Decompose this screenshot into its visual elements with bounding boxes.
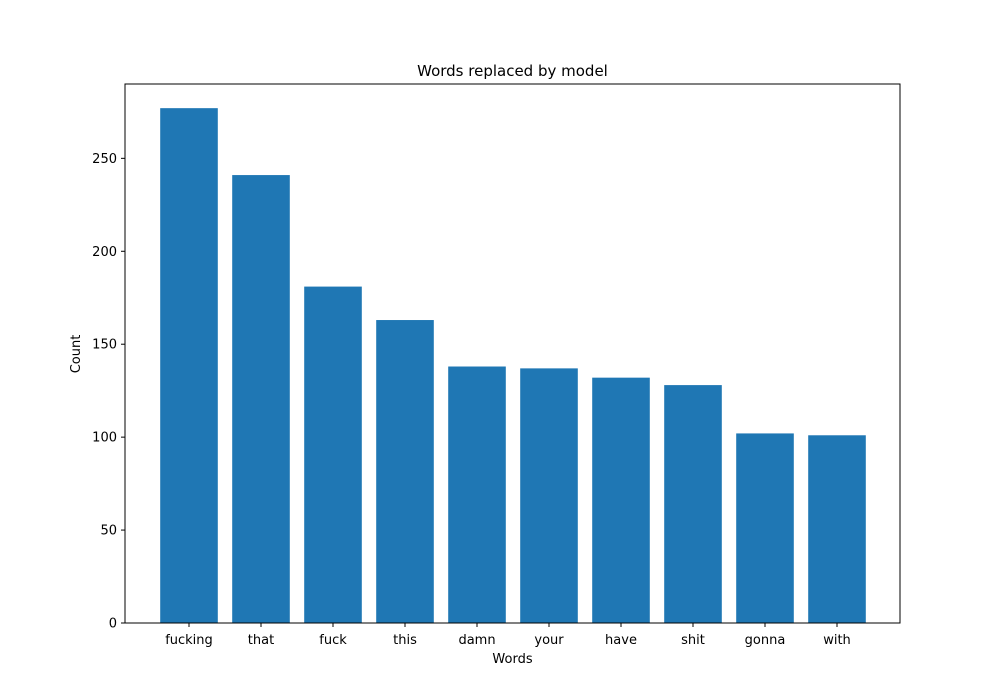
chart-title: Words replaced by model (417, 62, 608, 80)
y-tick-label: 150 (92, 338, 117, 353)
x-axis-ticks: fucking that fuck this damn your have shit gonna… (165, 623, 851, 648)
x-axis-label: Words (492, 652, 532, 667)
x-tick-label: shit (681, 633, 705, 648)
x-tick-label: damn (458, 633, 495, 648)
bar-have (592, 377, 650, 623)
x-tick-label: have (605, 633, 637, 648)
bar-gonna (736, 433, 794, 623)
x-tick-label: with (823, 633, 851, 648)
bar-this (376, 320, 434, 623)
y-tick-label: 50 (100, 524, 117, 539)
x-tick-label: fucking (165, 633, 213, 648)
y-axis-label: Count (69, 335, 84, 374)
x-tick-label: gonna (745, 633, 786, 648)
y-tick-label: 250 (92, 152, 117, 167)
y-tick-label: 100 (92, 431, 117, 446)
y-tick-label: 200 (92, 245, 117, 260)
bar-fuck (304, 286, 362, 623)
y-axis-ticks: 0 50 100 150 200 250 (92, 152, 125, 632)
x-tick-label: fuck (319, 633, 347, 648)
bar-that (232, 175, 290, 623)
y-tick-label: 0 (109, 617, 117, 632)
bar-fucking (160, 108, 218, 623)
x-tick-label: your (534, 633, 564, 648)
bar-your (520, 368, 578, 623)
bar-damn (448, 366, 506, 623)
bars-group (160, 108, 866, 623)
x-tick-label: that (248, 633, 274, 648)
bar-with (808, 435, 866, 623)
bar-shit (664, 385, 722, 623)
x-tick-label: this (393, 633, 417, 648)
plot-area-frame (124, 83, 901, 624)
